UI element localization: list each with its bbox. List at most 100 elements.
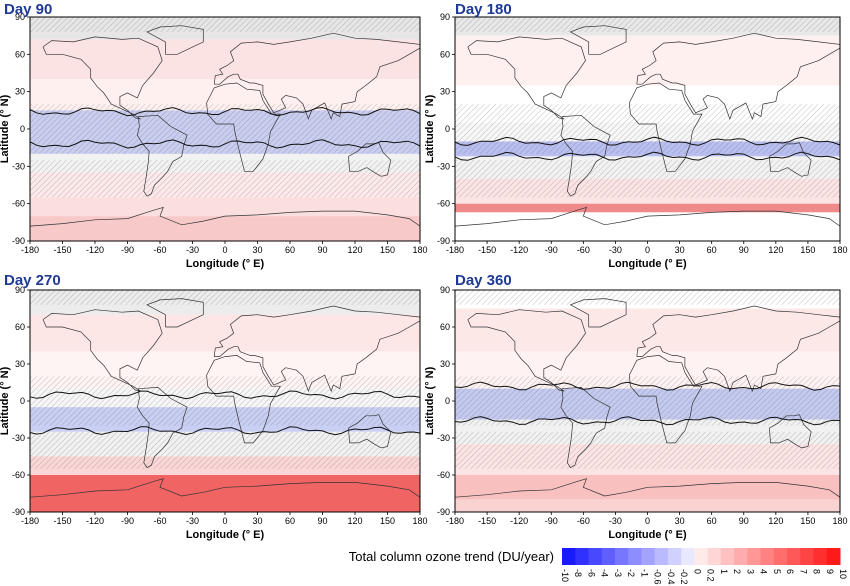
colorbar-segment	[614, 548, 629, 565]
coastline	[560, 114, 611, 197]
coastline	[628, 82, 703, 172]
x-tick-label: -150	[478, 516, 496, 526]
colorbar-segment	[773, 548, 788, 565]
x-tick-label: -60	[577, 516, 590, 526]
y-tick-label: 90	[440, 12, 450, 22]
x-tick-label: -120	[510, 516, 528, 526]
zero-contour	[454, 151, 841, 161]
y-axis-label: Latitude (° N)	[0, 366, 11, 435]
y-tick-label: -60	[437, 470, 450, 480]
x-tick-label: 60	[707, 516, 717, 526]
colorbar-segment	[628, 548, 642, 565]
trend-band	[455, 212, 840, 241]
x-tick-label: 90	[739, 245, 749, 255]
coastline	[206, 82, 281, 172]
map-panel-3: -180 -150 -120 -90 -60 -30 0 30 60 90 120 150 180 90 6…	[0, 272, 428, 541]
y-tick-label: 90	[440, 285, 450, 295]
x-tick-label: 30	[252, 245, 262, 255]
colorbar-segment	[641, 548, 656, 565]
colorbar-tick-label: 10	[838, 569, 848, 579]
y-tick-label: 30	[15, 87, 25, 97]
x-tick-label: -30	[186, 516, 199, 526]
zero-contour	[29, 139, 421, 149]
coastline	[569, 298, 627, 328]
x-tick-label: -120	[86, 516, 104, 526]
colorbar-segment	[734, 548, 748, 565]
zero-contour	[454, 416, 841, 426]
colorbar-tick-label: 3	[745, 569, 755, 574]
colorbar-tick-label: 2	[732, 569, 742, 574]
x-axis-label: Longitude (° E)	[608, 529, 687, 541]
colorbar-tick-label: -0.6	[653, 569, 663, 585]
colorbar-segment	[800, 548, 815, 565]
coastline	[636, 305, 841, 393]
x-tick-label: 150	[380, 245, 395, 255]
x-axis-label: Longitude (° E)	[186, 258, 265, 270]
x-tick-label: 30	[675, 516, 685, 526]
panel-title: Day 270	[4, 272, 61, 289]
y-tick-label: 60	[440, 49, 450, 59]
map-panel-2: -180 -150 -120 -90 -60 -30 0 30 60 90 120 150 180 90 6…	[424, 1, 848, 270]
colorbar-tick-label: -0.2	[679, 569, 689, 585]
y-tick-label: -30	[437, 161, 450, 171]
colorbar-tick-label: -0.4	[666, 569, 676, 585]
trend-band	[455, 35, 840, 86]
y-tick-label: 30	[15, 359, 25, 369]
coastline	[348, 142, 392, 177]
colorbar-tick-label: 5	[772, 569, 782, 574]
y-tick-label: 0	[20, 396, 25, 406]
colorbar-tick-label: -8	[573, 569, 583, 577]
trend-band	[30, 39, 420, 80]
trend-band	[455, 308, 840, 352]
x-tick-label: 60	[707, 245, 717, 255]
y-tick-label: 0	[20, 124, 25, 134]
colorbar-tick-label: 9	[825, 569, 835, 574]
colorbar-tick-label: -10	[560, 569, 570, 582]
x-tick-label: -30	[186, 245, 199, 255]
x-tick-label: 180	[412, 245, 427, 255]
colorbar-tick-label: -6	[586, 569, 596, 577]
y-tick-label: 30	[440, 87, 450, 97]
coastline	[769, 414, 812, 449]
y-tick-label: -90	[12, 236, 25, 246]
colorbar-tick-label: 6	[785, 569, 795, 574]
panel-title: Day 360	[455, 272, 512, 289]
x-tick-label: -180	[21, 245, 39, 255]
y-tick-label: 0	[445, 396, 450, 406]
colorbar-tick-label: 1	[719, 569, 729, 574]
x-tick-label: -90	[121, 245, 134, 255]
coastline	[560, 387, 611, 469]
colorbar-tick-label: -4	[600, 569, 610, 577]
x-tick-label: 0	[645, 245, 650, 255]
x-tick-label: -60	[153, 516, 166, 526]
y-tick-label: 30	[440, 359, 450, 369]
zero-contour	[29, 426, 421, 436]
significance-hatch	[455, 290, 840, 305]
colorbar-segment	[588, 548, 603, 565]
x-tick-label: -150	[478, 245, 496, 255]
zero-contour	[29, 106, 421, 117]
zero-contour	[454, 381, 841, 391]
significance-hatch	[455, 376, 840, 426]
y-tick-label: -60	[437, 199, 450, 209]
colorbar-segment	[681, 548, 695, 565]
zero-contour	[29, 390, 421, 400]
x-tick-label: 150	[380, 516, 395, 526]
x-tick-label: 150	[800, 245, 815, 255]
x-tick-label: -90	[121, 516, 134, 526]
coastline	[136, 387, 188, 469]
colorbar-segment	[562, 548, 576, 565]
trend-band	[30, 197, 420, 217]
y-tick-label: -30	[12, 161, 25, 171]
colorbar-segment	[707, 548, 722, 565]
coastline	[42, 36, 163, 120]
colorbar-segment	[667, 548, 682, 565]
map-panel-4: -180 -150 -120 -90 -60 -30 0 30 60 90 120 150 180 90 6…	[424, 272, 848, 541]
x-tick-label: -120	[510, 245, 528, 255]
coastline	[467, 36, 586, 120]
map-panel-1: -180 -150 -120 -90 -60 -30 0 30 60 90 120 150 180 90 6…	[0, 1, 428, 270]
x-axis-label: Longitude (° E)	[186, 529, 265, 541]
x-tick-label: -90	[545, 516, 558, 526]
y-tick-label: -60	[12, 199, 25, 209]
